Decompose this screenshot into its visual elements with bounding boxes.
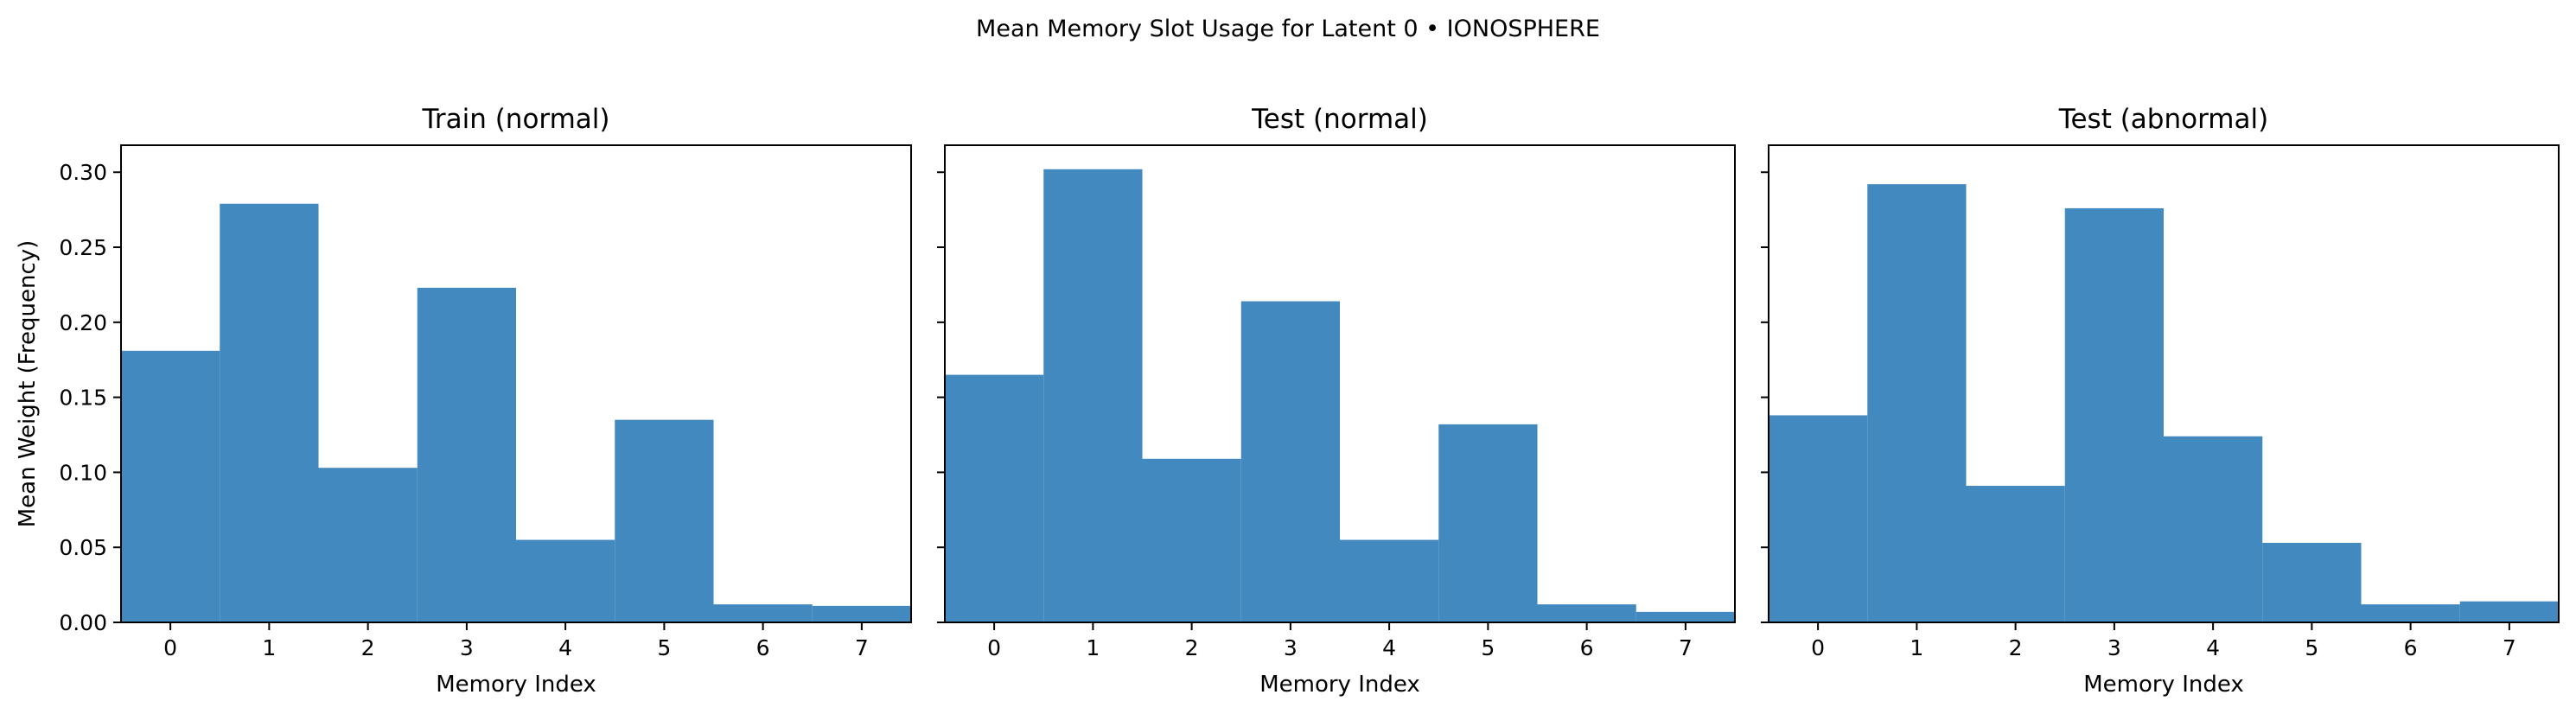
- axes-frame: [944, 144, 1736, 623]
- bar-0: [1769, 415, 1868, 622]
- y-axis-label: Mean Weight (Frequency): [15, 240, 41, 528]
- y-tick-label: 0.05: [59, 535, 107, 560]
- bar-3: [1240, 301, 1340, 622]
- x-tick-label: 1: [1910, 635, 1923, 660]
- x-tick-label: 3: [460, 635, 474, 660]
- x-tick-label: 7: [2503, 635, 2516, 660]
- bar-2: [1966, 486, 2065, 622]
- x-tick-label: 5: [657, 635, 671, 660]
- x-tick-label: 3: [1284, 635, 1298, 660]
- x-tick-label: 3: [2107, 635, 2121, 660]
- bar-6: [2361, 604, 2460, 622]
- x-tick-label: 2: [1185, 635, 1199, 660]
- y-tick-label: 0.15: [59, 386, 107, 411]
- bar-7: [812, 605, 911, 622]
- y-tick-label: 0.10: [59, 460, 107, 485]
- x-ticks-group: 0 1 2 3 4 5 6 7: [987, 622, 1693, 660]
- bar-6: [713, 604, 813, 622]
- x-tick-label: 7: [1679, 635, 1693, 660]
- x-tick-label: 7: [855, 635, 869, 660]
- bar-7: [2459, 601, 2559, 622]
- panel-train-normal: Train (normal) 0.000.050.100.150.200.250…: [15, 104, 912, 698]
- x-tick-label: 2: [2009, 635, 2023, 660]
- panel-test-normal: Test (normal) 0 1 2 3 4 5 6 7 Memory Index: [937, 104, 1736, 698]
- x-tick-label: 6: [756, 635, 770, 660]
- bars-group: [945, 169, 1735, 623]
- axes-frame: [120, 144, 912, 623]
- bar-6: [1537, 604, 1636, 622]
- bar-4: [516, 539, 615, 622]
- bar-7: [1636, 611, 1735, 622]
- x-tick-label: 4: [558, 635, 572, 660]
- y-ticks-group: [1761, 171, 1769, 623]
- bar-5: [615, 419, 714, 622]
- figure-suptitle: Mean Memory Slot Usage for Latent 0 • IO…: [976, 16, 1600, 42]
- x-tick-label: 4: [1382, 635, 1396, 660]
- y-tick-label: 0.30: [59, 160, 107, 185]
- bar-5: [2262, 543, 2362, 622]
- x-tick-label: 0: [1811, 635, 1825, 660]
- x-tick-label: 5: [2305, 635, 2318, 660]
- y-tick-label: 0.00: [59, 610, 107, 635]
- y-ticks-group: [937, 171, 945, 623]
- panel-test-abnormal: Test (abnormal) 0 1 2 3 4 5 6 7 Memory Index: [1761, 104, 2560, 698]
- panel-title: Test (normal): [1251, 104, 1428, 135]
- x-tick-label: 6: [1580, 635, 1594, 660]
- x-tick-label: 6: [2404, 635, 2418, 660]
- x-tick-label: 1: [1086, 635, 1100, 660]
- bar-3: [417, 287, 516, 622]
- x-tick-label: 0: [163, 635, 177, 660]
- bar-3: [2064, 207, 2164, 623]
- bar-1: [220, 203, 319, 622]
- x-tick-label: 4: [2206, 635, 2220, 660]
- panel-title: Train (normal): [421, 104, 609, 135]
- x-axis-label: Memory Index: [1259, 672, 1420, 698]
- bar-0: [945, 374, 1044, 622]
- y-tick-label: 0.20: [59, 310, 107, 335]
- x-ticks-group: 0 1 2 3 4 5 6 7: [1811, 622, 2516, 660]
- x-tick-label: 1: [262, 635, 276, 660]
- bar-5: [1438, 424, 1538, 622]
- bars-group: [1769, 184, 2559, 623]
- x-tick-label: 0: [987, 635, 1001, 660]
- bars-group: [121, 203, 911, 622]
- bar-2: [1142, 458, 1241, 622]
- y-tick-label: 0.25: [59, 235, 107, 260]
- bar-0: [121, 350, 220, 622]
- y-ticks-group: 0.00 0.05 0.10 0.15 0.20 0.25 0.30: [59, 160, 121, 635]
- panel-title: Test (abnormal): [2058, 104, 2268, 135]
- x-ticks-group: 0 1 2 3 4 5 6 7: [163, 622, 869, 660]
- bar-4: [2164, 436, 2263, 622]
- bar-1: [1043, 169, 1143, 623]
- bar-1: [1867, 184, 1967, 622]
- bar-2: [318, 468, 418, 622]
- axes-frame: [1768, 144, 2560, 623]
- x-tick-label: 2: [361, 635, 375, 660]
- bar-4: [1340, 539, 1439, 622]
- x-axis-label: Memory Index: [2083, 672, 2244, 698]
- x-tick-label: 5: [1481, 635, 1495, 660]
- x-axis-label: Memory Index: [436, 672, 596, 698]
